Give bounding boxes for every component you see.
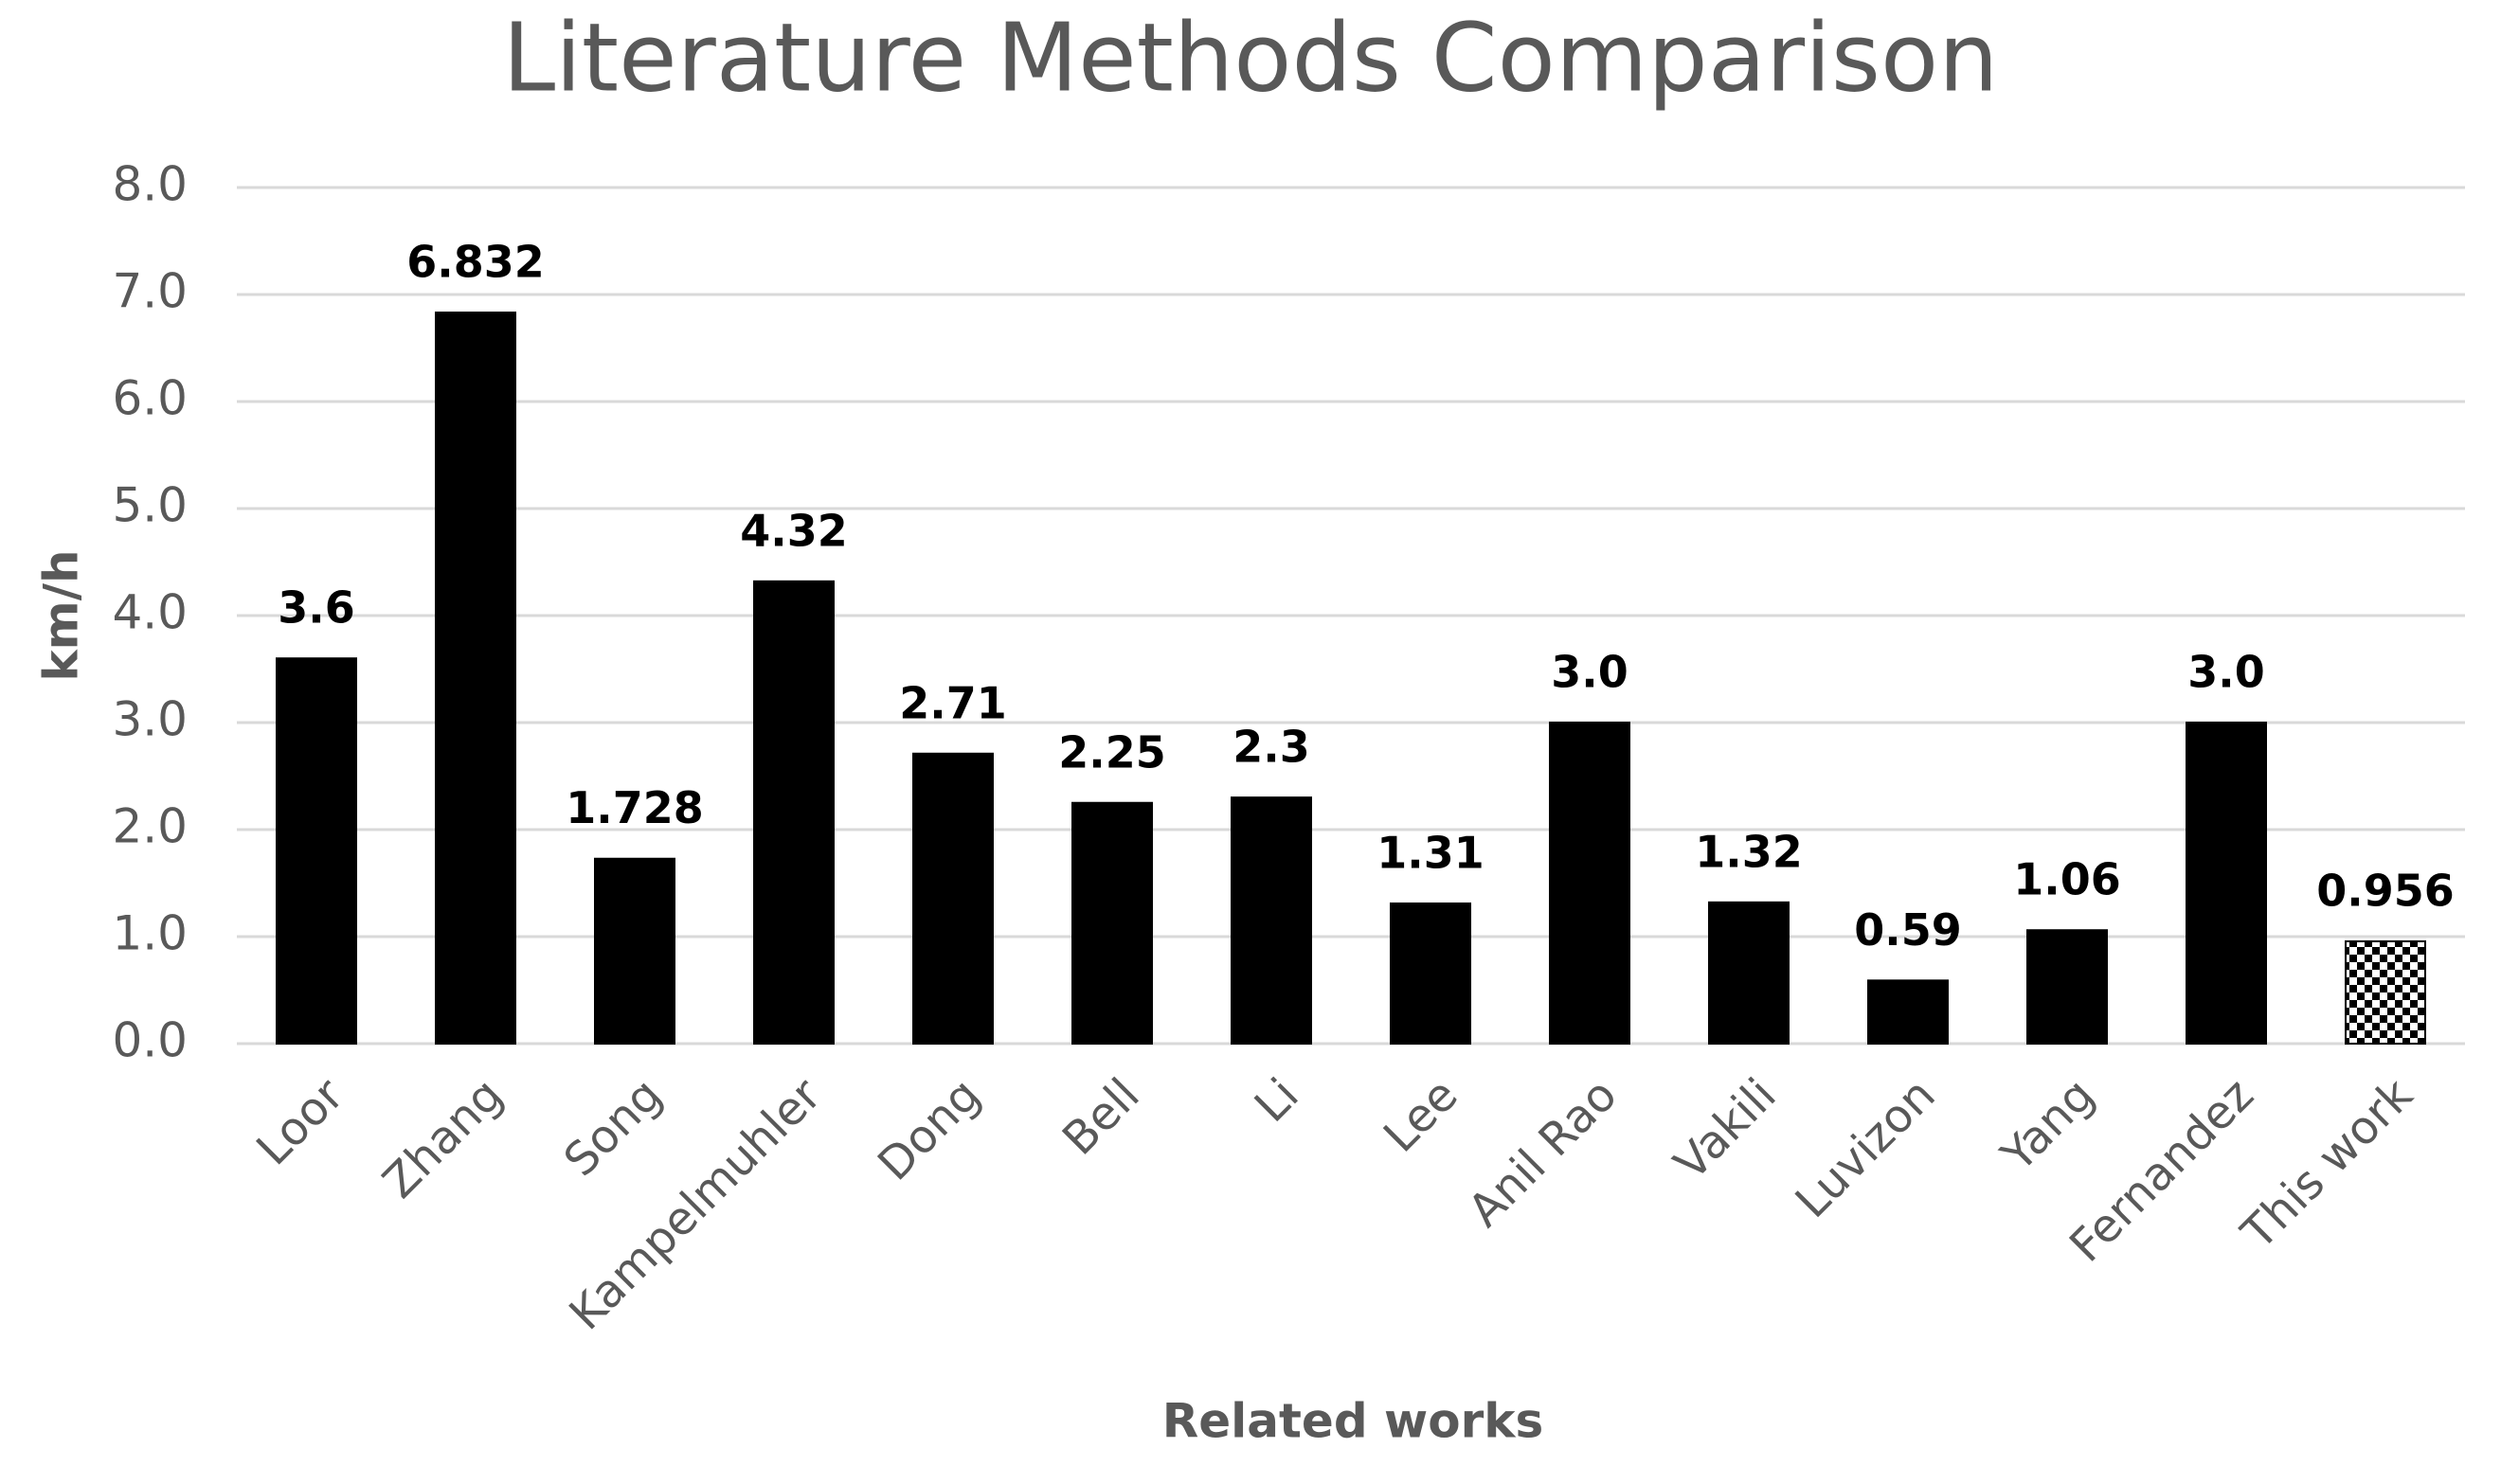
x-tick-label: Zhang bbox=[372, 1068, 513, 1208]
value-label: 0.956 bbox=[2316, 865, 2455, 916]
value-label: 1.31 bbox=[1376, 827, 1484, 878]
bar bbox=[2186, 722, 2267, 1045]
bar bbox=[753, 580, 835, 1046]
x-tick-label: Yang bbox=[1990, 1068, 2104, 1182]
value-label: 3.0 bbox=[2187, 647, 2265, 698]
chart-title: Literature Methods Comparison bbox=[502, 2, 1998, 113]
bar bbox=[276, 657, 357, 1045]
bar bbox=[1231, 796, 1312, 1045]
bar bbox=[1867, 979, 1949, 1045]
y-tick-label: 4.0 bbox=[112, 585, 188, 640]
bar bbox=[1071, 801, 1153, 1045]
y-axis-label: km/h bbox=[34, 549, 89, 681]
bar bbox=[912, 752, 994, 1046]
bar bbox=[2345, 939, 2426, 1045]
x-tick-label: Vakili bbox=[1664, 1068, 1787, 1190]
value-label: 2.3 bbox=[1233, 722, 1310, 773]
x-tick-label: This work bbox=[2231, 1068, 2423, 1261]
bar bbox=[435, 311, 516, 1045]
value-label: 1.32 bbox=[1695, 826, 1803, 877]
value-label: 3.6 bbox=[278, 582, 355, 634]
value-label: 0.59 bbox=[1854, 904, 1962, 956]
value-label: 1.06 bbox=[2013, 854, 2121, 905]
y-tick-label: 5.0 bbox=[112, 478, 188, 533]
bar bbox=[594, 857, 675, 1046]
bar bbox=[1390, 902, 1471, 1045]
x-tick-label: Li bbox=[1245, 1068, 1309, 1133]
x-tick-label: Song bbox=[554, 1068, 673, 1187]
value-label: 3.0 bbox=[1551, 647, 1628, 698]
bar bbox=[2026, 929, 2108, 1045]
x-tick-label: Luvizon bbox=[1786, 1068, 1946, 1228]
y-tick-label: 3.0 bbox=[112, 692, 188, 747]
x-tick-label: Loor bbox=[246, 1068, 354, 1176]
y-tick-label: 0.0 bbox=[112, 1013, 188, 1068]
x-tick-label: Dong bbox=[868, 1068, 991, 1191]
bar bbox=[1549, 722, 1630, 1045]
x-tick-label: Anil Rao bbox=[1458, 1068, 1627, 1237]
value-label: 2.71 bbox=[899, 677, 1007, 728]
y-tick-label: 8.0 bbox=[112, 157, 188, 212]
x-tick-label: Bell bbox=[1053, 1068, 1150, 1166]
x-tick-label: Lee bbox=[1374, 1068, 1468, 1163]
value-label: 6.832 bbox=[406, 236, 545, 287]
value-label: 2.25 bbox=[1058, 726, 1166, 778]
x-axis-label: Related works bbox=[1162, 1394, 1544, 1449]
y-tick-label: 7.0 bbox=[112, 264, 188, 319]
y-tick-label: 1.0 bbox=[112, 906, 188, 961]
y-tick-label: 6.0 bbox=[112, 371, 188, 426]
bar bbox=[1708, 901, 1790, 1046]
y-tick-label: 2.0 bbox=[112, 799, 188, 854]
value-label: 4.32 bbox=[740, 505, 848, 556]
value-label: 1.728 bbox=[566, 782, 704, 833]
